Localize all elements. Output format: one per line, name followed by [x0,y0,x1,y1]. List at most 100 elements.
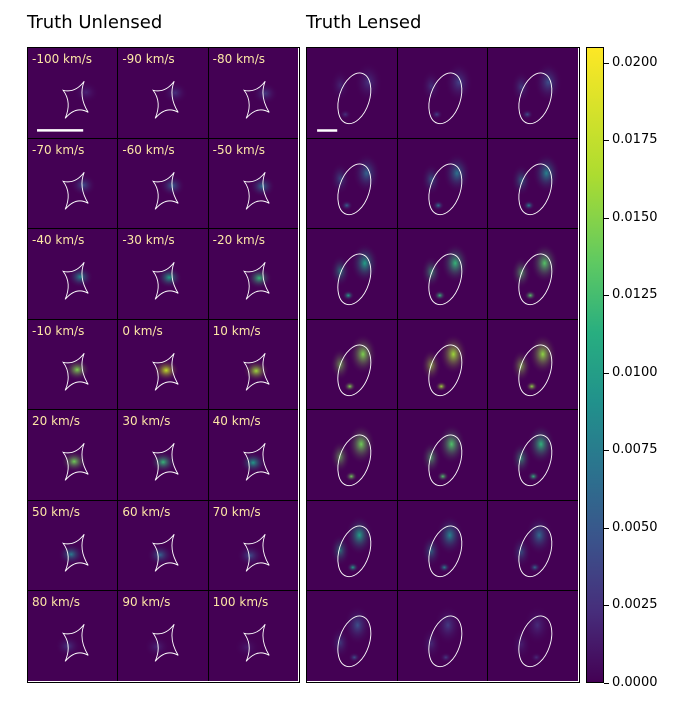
lensed-cell [397,48,489,139]
lensed-arc-secondary [420,627,441,661]
counter-image [342,290,355,301]
source-emission [248,174,275,197]
caustic-curve [62,443,89,481]
lensed-arc-secondary [330,627,351,660]
colorbar-tick [604,373,609,374]
unlensed-image [233,624,270,663]
lensed-image [420,605,462,668]
lensed-cell [488,48,578,139]
lensed-arc [530,243,560,284]
lensed-arc [534,62,563,103]
colorbar-tick [604,605,609,606]
counter-image [343,381,356,392]
caustic-curve [152,443,179,481]
lensed-arc [525,514,554,556]
lensed-arc-secondary [511,535,532,568]
unlensed-cell: -90 km/s [118,48,209,139]
unlensed-cell: -40 km/s [28,229,119,320]
unlensed-image [62,171,97,210]
critical-curve [337,615,372,668]
lensed-arc-secondary [330,162,351,195]
critical-curve [518,434,553,487]
lensed-cell [488,138,578,230]
critical-curve [337,163,372,215]
lensed-image [511,62,563,125]
source-emission [156,266,183,289]
colorbar-tick-label: 0.0175 [612,132,658,147]
lensed-cell [307,319,398,411]
caustic-curve [242,624,270,663]
lensed-arc-secondary [511,70,532,103]
lensed-image [511,243,560,306]
counter-image [523,199,536,211]
unlensed-image [55,624,89,663]
colorbar-tick-label: 0.0100 [612,365,658,380]
caustic-curve [242,262,270,300]
counter-image [339,109,352,120]
lensed-image [420,243,469,306]
unlensed-cell: 10 km/s [208,319,298,411]
unlensed-image [152,80,189,119]
counter-image [521,109,534,120]
counter-image [529,562,542,573]
unlensed-image [239,443,270,481]
counter-image [346,562,359,573]
lensed-arc-secondary [420,534,441,568]
critical-curve [337,344,372,396]
source-emission [245,267,272,290]
critical-curve [518,163,553,215]
lensed-cell [488,229,578,320]
unlensed-image [147,533,179,572]
critical-curve [337,525,372,577]
lensed-arc [350,243,379,284]
lensed-image [511,514,554,577]
velocity-label: 0 km/s [122,323,163,338]
lensed-arc-secondary [330,441,351,474]
counter-image [434,381,448,392]
lensed-image [420,333,468,396]
unlensed-cell: 30 km/s [118,410,209,501]
unlensed-cell: -60 km/s [118,138,209,230]
lensed-arc [444,62,473,103]
lensed-cell [397,591,489,681]
counter-image [345,471,358,482]
velocity-label: -70 km/s [32,142,85,157]
lensed-arc [343,605,372,646]
velocity-label: 80 km/s [32,595,81,610]
velocity-label: 40 km/s [212,414,261,429]
colorbar-tick-label: 0.0050 [612,520,658,535]
unlensed-image [242,262,272,300]
unlensed-cell: 90 km/s [118,591,209,681]
lensed-arc-secondary [511,628,532,661]
lensed-image [511,605,553,668]
critical-curve [337,253,372,306]
colorbar-tick [604,528,609,529]
unlensed-image [61,443,89,481]
counter-image [439,652,452,663]
velocity-label: 10 km/s [212,323,261,338]
counter-image [437,562,451,573]
lensed-image [420,424,466,487]
caustic-curve [62,624,89,663]
unlensed-grid: -100 km/s -90 km/s -80 km/s -70 km/s -60 km/… [27,47,300,683]
colorbar-tick-label: 0.0200 [612,55,658,70]
velocity-label: 60 km/s [122,504,171,519]
critical-curve [518,525,553,577]
lensed-cell [397,319,489,411]
unlensed-image [62,262,94,300]
source-emission [162,81,189,104]
lensed-arc-secondary [420,162,441,196]
unlensed-cell: -10 km/s [28,319,119,411]
caustic-curve [62,533,89,572]
unlensed-cell: -70 km/s [28,138,119,230]
counter-image [524,290,537,301]
caustic-curve [152,80,179,119]
lensed-image [330,424,376,487]
velocity-label: 30 km/s [122,414,171,429]
lensed-cell [397,410,489,501]
counter-image [431,199,444,211]
counter-image [430,109,443,120]
velocity-label: -90 km/s [122,52,175,66]
lensed-arc [532,152,561,193]
unlensed-cell: 20 km/s [28,410,119,501]
